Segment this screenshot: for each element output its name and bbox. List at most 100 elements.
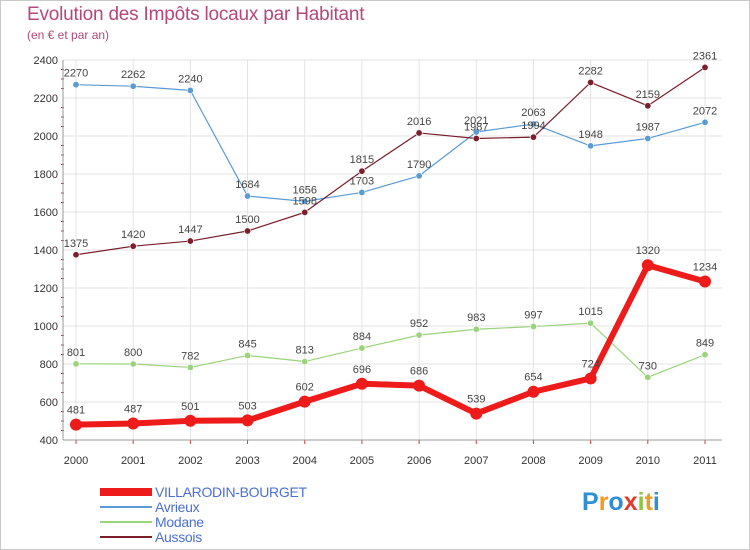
data-point-aussois <box>186 237 194 245</box>
x-tick-label: 2011 <box>693 455 717 467</box>
data-label-modane: 801 <box>67 347 85 359</box>
data-point-villarodin-bourget <box>470 407 483 420</box>
data-label-villarodin-bourget: 696 <box>353 364 371 376</box>
legend-item: Avrieux <box>100 498 307 515</box>
data-label-avrieux: 2021 <box>464 115 488 127</box>
data-point-modane <box>415 331 423 339</box>
data-point-villarodin-bourget <box>641 259 654 272</box>
data-label-modane: 845 <box>238 338 256 350</box>
data-point-avrieux <box>587 142 595 150</box>
x-tick-label: 2010 <box>636 455 660 467</box>
data-point-aussois <box>358 167 366 175</box>
series-line-avrieux <box>75 84 706 202</box>
legend-item: Modane <box>100 513 307 530</box>
data-point-villarodin-bourget <box>127 417 140 430</box>
legend-label: Avrieux <box>155 498 200 515</box>
legend-label: Modane <box>155 513 204 530</box>
data-label-villarodin-bourget: 501 <box>181 401 199 413</box>
data-point-aussois <box>244 227 252 235</box>
data-label-villarodin-bourget: 1320 <box>636 245 660 257</box>
data-label-avrieux: 2270 <box>64 68 88 80</box>
legend-label: VILLARODIN-BOURGET <box>155 483 307 500</box>
legend-item: VILLARODIN-BOURGET <box>100 483 307 500</box>
data-label-modane: 1015 <box>578 306 602 318</box>
data-point-aussois <box>72 251 80 259</box>
x-tick-label: 2007 <box>464 455 488 467</box>
legend-swatch <box>100 505 152 508</box>
legend-swatch <box>100 535 152 538</box>
data-label-villarodin-bourget: 686 <box>410 366 428 378</box>
data-point-villarodin-bourget <box>699 275 711 288</box>
data-label-villarodin-bourget: 487 <box>124 403 142 415</box>
x-tick-label: 2008 <box>521 455 545 467</box>
data-label-modane: 813 <box>296 345 314 357</box>
data-point-aussois <box>472 134 480 142</box>
data-label-aussois: 2282 <box>578 65 602 77</box>
y-tick-label: 1200 <box>34 283 58 295</box>
y-tick-label: 1600 <box>34 207 58 219</box>
data-label-avrieux: 2072 <box>693 105 717 117</box>
x-tick-label: 2004 <box>292 455 316 467</box>
data-label-modane: 782 <box>181 350 199 362</box>
logo-letter: i <box>652 488 660 516</box>
data-point-aussois <box>415 129 423 137</box>
data-point-villarodin-bourget <box>527 385 540 398</box>
data-point-modane <box>72 360 80 368</box>
data-label-aussois: 1598 <box>292 195 316 207</box>
data-label-aussois: 1375 <box>64 238 88 250</box>
chart-subtitle: (en € et par an) <box>27 28 110 42</box>
data-label-avrieux: 1948 <box>578 129 602 141</box>
data-label-aussois: 1815 <box>350 154 374 166</box>
data-point-aussois <box>587 78 595 86</box>
data-point-villarodin-bourget <box>70 418 82 431</box>
data-label-villarodin-bourget: 602 <box>296 382 314 394</box>
data-point-avrieux <box>644 134 652 142</box>
y-tick-label: 800 <box>40 359 58 371</box>
data-point-villarodin-bourget <box>355 377 368 390</box>
data-point-avrieux <box>415 172 423 180</box>
data-label-avrieux: 1987 <box>636 121 660 133</box>
x-tick-label: 2005 <box>350 455 374 467</box>
data-point-villarodin-bourget <box>584 372 597 385</box>
data-label-aussois: 1994 <box>521 120 545 132</box>
y-tick-label: 400 <box>40 435 58 447</box>
logo-letter: x <box>623 488 638 516</box>
series-line-modane <box>75 322 706 378</box>
data-label-villarodin-bourget: 654 <box>524 372 542 384</box>
data-point-modane <box>644 373 652 381</box>
x-tick-label: 2002 <box>178 455 202 467</box>
data-label-aussois: 1987 <box>464 121 488 133</box>
data-label-villarodin-bourget: 503 <box>238 400 256 412</box>
data-point-modane <box>472 325 480 333</box>
data-point-modane <box>701 351 709 359</box>
chart-title: Evolution des Impôts locaux par Habitant <box>27 4 365 25</box>
data-point-aussois <box>644 102 652 110</box>
data-point-avrieux <box>129 82 137 90</box>
logo-letter: o <box>608 488 624 516</box>
x-tick-label: 2006 <box>407 455 431 467</box>
legend-label: Aussois <box>155 528 202 545</box>
data-label-modane: 983 <box>467 312 485 324</box>
data-point-avrieux <box>301 197 309 205</box>
data-point-avrieux <box>701 118 709 126</box>
x-tick-label: 2001 <box>121 455 145 467</box>
data-point-villarodin-bourget <box>184 414 197 427</box>
x-tick-label: 2003 <box>235 455 259 467</box>
logo-letter: r <box>598 488 609 516</box>
data-label-villarodin-bourget: 1234 <box>693 262 717 274</box>
logo-letter: P <box>582 488 599 516</box>
data-label-aussois: 2361 <box>693 50 717 62</box>
data-point-villarodin-bourget <box>413 379 426 392</box>
legend-swatch <box>100 520 152 523</box>
data-point-modane <box>186 363 194 371</box>
legend-swatch <box>100 487 152 496</box>
data-point-villarodin-bourget <box>298 395 311 408</box>
series-line-aussois <box>75 66 706 256</box>
data-point-modane <box>587 319 595 327</box>
data-label-modane: 952 <box>410 318 428 330</box>
data-label-aussois: 1420 <box>121 229 145 241</box>
y-tick-label: 2400 <box>34 55 58 67</box>
data-label-modane: 849 <box>696 338 714 350</box>
data-label-avrieux: 1703 <box>350 175 374 187</box>
